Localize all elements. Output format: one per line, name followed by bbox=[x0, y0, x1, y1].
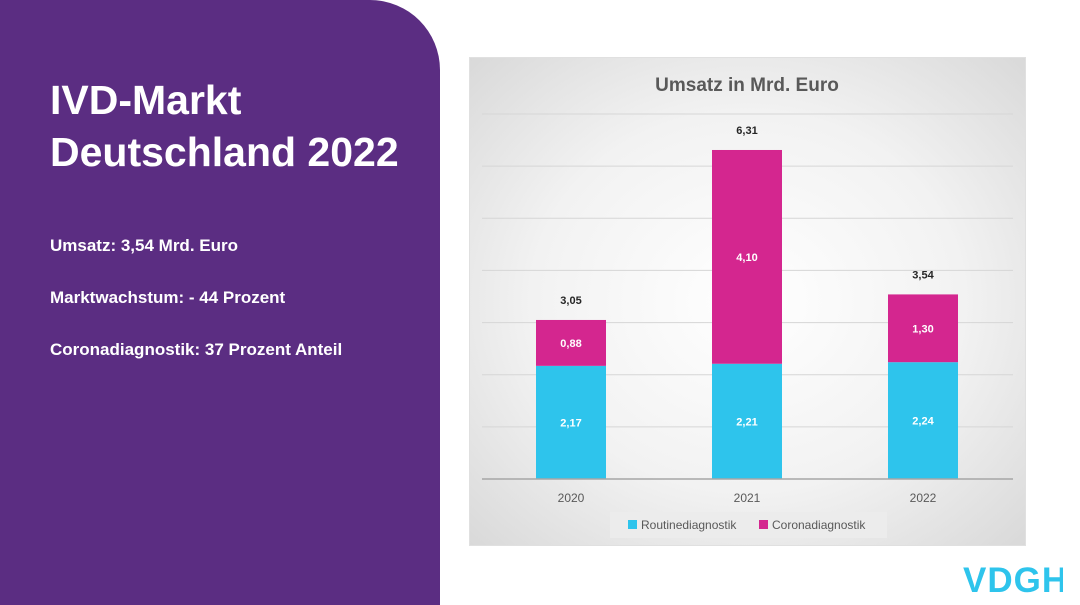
key-facts-list: Umsatz: 3,54 Mrd. Euro Marktwachstum: - … bbox=[50, 233, 342, 389]
bar-segment-corona-2022 bbox=[888, 294, 958, 363]
legend-swatch bbox=[759, 520, 768, 529]
total-label: 3,05 bbox=[560, 295, 581, 307]
logo-text: VDGH bbox=[963, 561, 1063, 596]
total-label: 6,31 bbox=[736, 125, 757, 137]
chart-container: Umsatz in Mrd. Euro 2,17 0,88 3,05 2020 2,21 4… bbox=[469, 57, 1026, 546]
title-panel: IVD-Markt Deutschland 2022 Umsatz: 3,54 … bbox=[0, 0, 440, 605]
total-label: 3,54 bbox=[912, 269, 934, 281]
chart-title: Umsatz in Mrd. Euro bbox=[655, 75, 839, 96]
legend-label: Coronadiagnostik bbox=[772, 518, 866, 532]
x-tick-label: 2022 bbox=[910, 491, 937, 505]
slide-title-line-2: Deutschland 2022 bbox=[50, 129, 399, 175]
data-label: 2,17 bbox=[560, 417, 581, 429]
fact-corona-share: Coronadiagnostik: 37 Prozent Anteil bbox=[50, 340, 343, 359]
bar-segment-corona-2021 bbox=[712, 149, 782, 364]
bar-segment-routine-2021 bbox=[712, 363, 782, 479]
bar-segment-routine-2020 bbox=[536, 365, 606, 479]
fact-market-growth: Marktwachstum: - 44 Prozent bbox=[50, 288, 286, 307]
x-tick-label: 2021 bbox=[734, 491, 761, 505]
fact-revenue: Umsatz: 3,54 Mrd. Euro bbox=[50, 236, 238, 255]
slide-title: IVD-Markt Deutschland 2022 bbox=[50, 74, 399, 178]
slide-title-line-1: IVD-Markt bbox=[50, 77, 242, 123]
x-tick-label: 2020 bbox=[558, 491, 585, 505]
data-label: 2,21 bbox=[736, 416, 757, 428]
legend-box bbox=[610, 512, 887, 538]
stacked-bar-chart: Umsatz in Mrd. Euro 2,17 0,88 3,05 2020 2,21 4… bbox=[482, 75, 1013, 538]
vdgh-logo: VDGH bbox=[963, 561, 1063, 596]
legend-label: Routinediagnostik bbox=[641, 518, 737, 532]
data-label: 2,24 bbox=[912, 416, 934, 428]
data-label: 1,30 bbox=[912, 323, 933, 335]
bar-segment-corona-2020 bbox=[536, 319, 606, 366]
data-label: 4,10 bbox=[736, 252, 757, 264]
legend-swatch bbox=[628, 520, 637, 529]
data-label: 0,88 bbox=[560, 338, 581, 350]
bar-segment-routine-2022 bbox=[888, 362, 958, 479]
